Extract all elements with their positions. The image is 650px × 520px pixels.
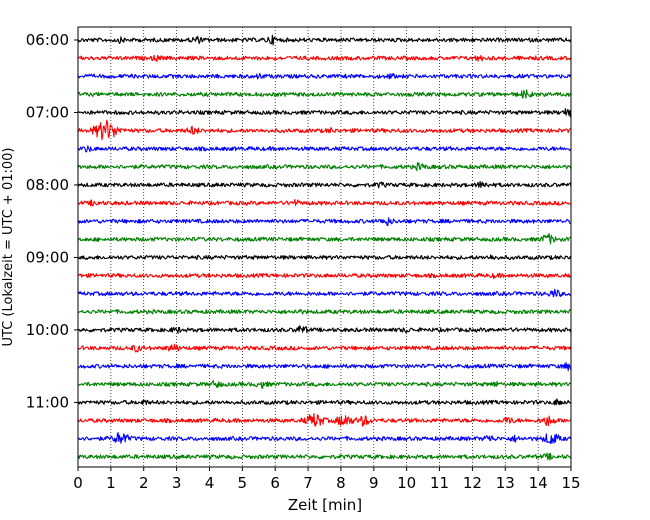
seismic-trace [77,325,572,334]
seismic-trace [77,309,572,315]
seismic-trace [77,198,572,207]
trace-group [77,34,572,461]
seismic-trace [77,145,572,153]
x-tick-label: 10 [397,474,416,492]
x-tick-label: 15 [561,474,580,492]
x-tick-label: 7 [303,474,313,492]
seismic-trace [77,73,572,80]
seismic-trace [77,254,572,261]
x-tick-label: 13 [496,474,515,492]
seismic-trace [77,34,572,46]
seismic-trace [77,379,572,389]
x-tick-label: 11 [430,474,449,492]
y-tick-label: 11:00 [26,393,69,411]
seismic-trace [77,272,572,280]
seismic-trace [77,452,572,461]
x-tick-label: 1 [106,474,116,492]
y-axis-ticks: 06:00 07:00 08:00 09:00 10:00 11:00 [26,31,78,411]
seismic-trace [77,412,572,427]
seismic-trace [77,217,572,227]
seismic-trace [77,233,572,245]
x-tick-label: 5 [238,474,248,492]
y-tick-label: 07:00 [26,103,69,121]
seismic-trace [77,89,572,99]
grid-lines [110,27,539,467]
seismic-trace [77,288,572,298]
x-axis-ticks: 0 1 2 3 4 5 6 7 8 9 10 11 12 13 14 15 [73,467,581,492]
plot-background [78,27,571,467]
y-tick-label: 10:00 [26,321,69,339]
seismic-trace [77,432,572,444]
seismic-trace [77,119,572,141]
x-tick-label: 3 [172,474,182,492]
y-axis-label: UTC (Lokalzeit = UTC + 01:00) [1,148,16,347]
seismic-trace [77,361,572,372]
x-tick-label: 2 [139,474,149,492]
seismic-trace [77,162,572,172]
x-tick-label: 8 [336,474,346,492]
seismic-trace [77,180,572,189]
x-tick-label: 14 [529,474,548,492]
seismic-trace [77,108,572,118]
plot-frame [77,26,572,468]
seismic-trace [77,54,572,63]
y-tick-label: 06:00 [26,31,69,49]
x-axis-label: Zeit [min] [288,496,362,514]
x-tick-label: 12 [463,474,482,492]
y-tick-label: 09:00 [26,248,69,266]
x-tick-label: 4 [205,474,215,492]
seismic-trace [77,398,572,406]
seismic-trace [77,343,572,353]
y-tick-label: 08:00 [26,176,69,194]
x-tick-label: 9 [369,474,379,492]
x-tick-label: 0 [73,474,83,492]
x-tick-label: 6 [270,474,280,492]
